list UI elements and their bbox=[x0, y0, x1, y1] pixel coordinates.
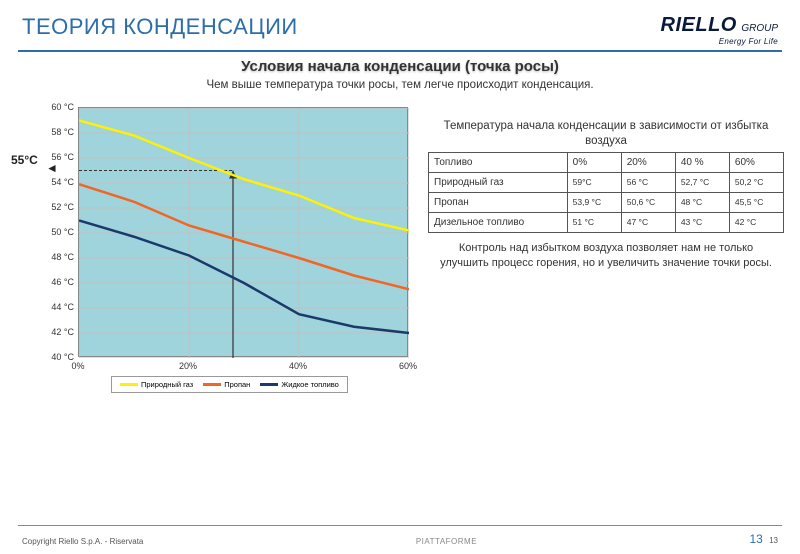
x-axis-label: 20% bbox=[179, 361, 197, 371]
table-cell: 51 °C bbox=[567, 212, 621, 232]
table-cell: 47 °C bbox=[621, 212, 675, 232]
footer-center: PIATTAFORME bbox=[416, 537, 477, 546]
table-cell: 50,6 °C bbox=[621, 192, 675, 212]
logo-tagline: Energy For Life bbox=[661, 37, 778, 46]
table-cell: 48 °C bbox=[675, 192, 729, 212]
table-cell: Природный газ bbox=[429, 172, 568, 192]
legend-label: Природный газ bbox=[141, 380, 193, 389]
y-axis-label: 42 °C bbox=[42, 327, 74, 337]
y-axis-label: 46 °C bbox=[42, 277, 74, 287]
table-row: Дизельное топливо51 °C47 °C43 °C42 °C bbox=[429, 212, 784, 232]
slide-subtitle: Условия начала конденсации (точка росы) bbox=[0, 58, 800, 75]
page-title: ТЕОРИЯ КОНДЕНСАЦИИ bbox=[22, 14, 298, 40]
footer-copyright: Copyright Riello S.p.A. - Riservata bbox=[22, 537, 143, 546]
table-cell: Дизельное топливо bbox=[429, 212, 568, 232]
page-number: 13 bbox=[750, 532, 763, 546]
chart-area: 55°C ◄ 40 °C42 °C44 °C46 °C48 °C50 °C52 … bbox=[16, 101, 426, 401]
table-note: Контроль над избытком воздуха позволяет … bbox=[428, 241, 784, 271]
table-cell: 43 °C bbox=[675, 212, 729, 232]
y-axis-label: 40 °C bbox=[42, 352, 74, 362]
y-axis-label: 58 °C bbox=[42, 127, 74, 137]
table-cell: 42 °C bbox=[729, 212, 783, 232]
legend-swatch bbox=[260, 383, 278, 386]
legend-item: Жидкое топливо bbox=[260, 380, 339, 389]
table-header-cell: Топливо bbox=[429, 152, 568, 172]
table-cell: 50,2 °C bbox=[729, 172, 783, 192]
table-row: Природный газ59°C56 °C52,7 °C50,2 °C bbox=[429, 172, 784, 192]
chart-legend: Природный газ Пропан Жидкое топливо bbox=[111, 376, 348, 393]
y-axis-label: 54 °C bbox=[42, 177, 74, 187]
chart-svg bbox=[79, 108, 409, 358]
table-cell: 52,7 °C bbox=[675, 172, 729, 192]
y-axis-label: 52 °C bbox=[42, 202, 74, 212]
divider-top bbox=[18, 50, 782, 52]
page-number-small: 13 bbox=[769, 536, 778, 545]
legend-item: Природный газ bbox=[120, 380, 193, 389]
x-axis-label: 40% bbox=[289, 361, 307, 371]
y-axis-label: 56 °C bbox=[42, 152, 74, 162]
table-row: Пропан53,9 °C50,6 °C48 °C45,5 °C bbox=[429, 192, 784, 212]
callout-arrow-icon: ◄ bbox=[46, 161, 58, 175]
table-header-cell: 0% bbox=[567, 152, 621, 172]
table-header-cell: 60% bbox=[729, 152, 783, 172]
table-cell: 53,9 °C bbox=[567, 192, 621, 212]
table-cell: Пропан bbox=[429, 192, 568, 212]
table-cell: 45,5 °C bbox=[729, 192, 783, 212]
legend-label: Пропан bbox=[224, 380, 250, 389]
x-axis-label: 60% bbox=[399, 361, 417, 371]
logo-group: GROUP bbox=[741, 23, 778, 34]
table-header-cell: 40 % bbox=[675, 152, 729, 172]
logo-text: RIELLO bbox=[661, 14, 737, 36]
table-cell: 59°C bbox=[567, 172, 621, 192]
table-caption: Температура начала конденсации в зависим… bbox=[428, 119, 784, 149]
condensation-table: Топливо0%20%40 %60% Природный газ59°C56 … bbox=[428, 152, 784, 233]
divider-bottom bbox=[18, 525, 782, 526]
slide-subtext: Чем выше температура точки росы, тем лег… bbox=[0, 79, 800, 91]
legend-swatch bbox=[120, 383, 138, 386]
chart-plot bbox=[78, 107, 408, 357]
legend-label: Жидкое топливо bbox=[281, 380, 339, 389]
table-cell: 56 °C bbox=[621, 172, 675, 192]
legend-swatch bbox=[203, 383, 221, 386]
x-axis-label: 0% bbox=[71, 361, 84, 371]
y-axis-label: 60 °C bbox=[42, 102, 74, 112]
legend-item: Пропан bbox=[203, 380, 250, 389]
y-axis-label: 50 °C bbox=[42, 227, 74, 237]
table-header-cell: 20% bbox=[621, 152, 675, 172]
y-axis-label: 48 °C bbox=[42, 252, 74, 262]
callout-temperature: 55°C bbox=[11, 153, 38, 167]
y-axis-label: 44 °C bbox=[42, 302, 74, 312]
logo: RIELLO GROUP Energy For Life bbox=[661, 14, 778, 46]
